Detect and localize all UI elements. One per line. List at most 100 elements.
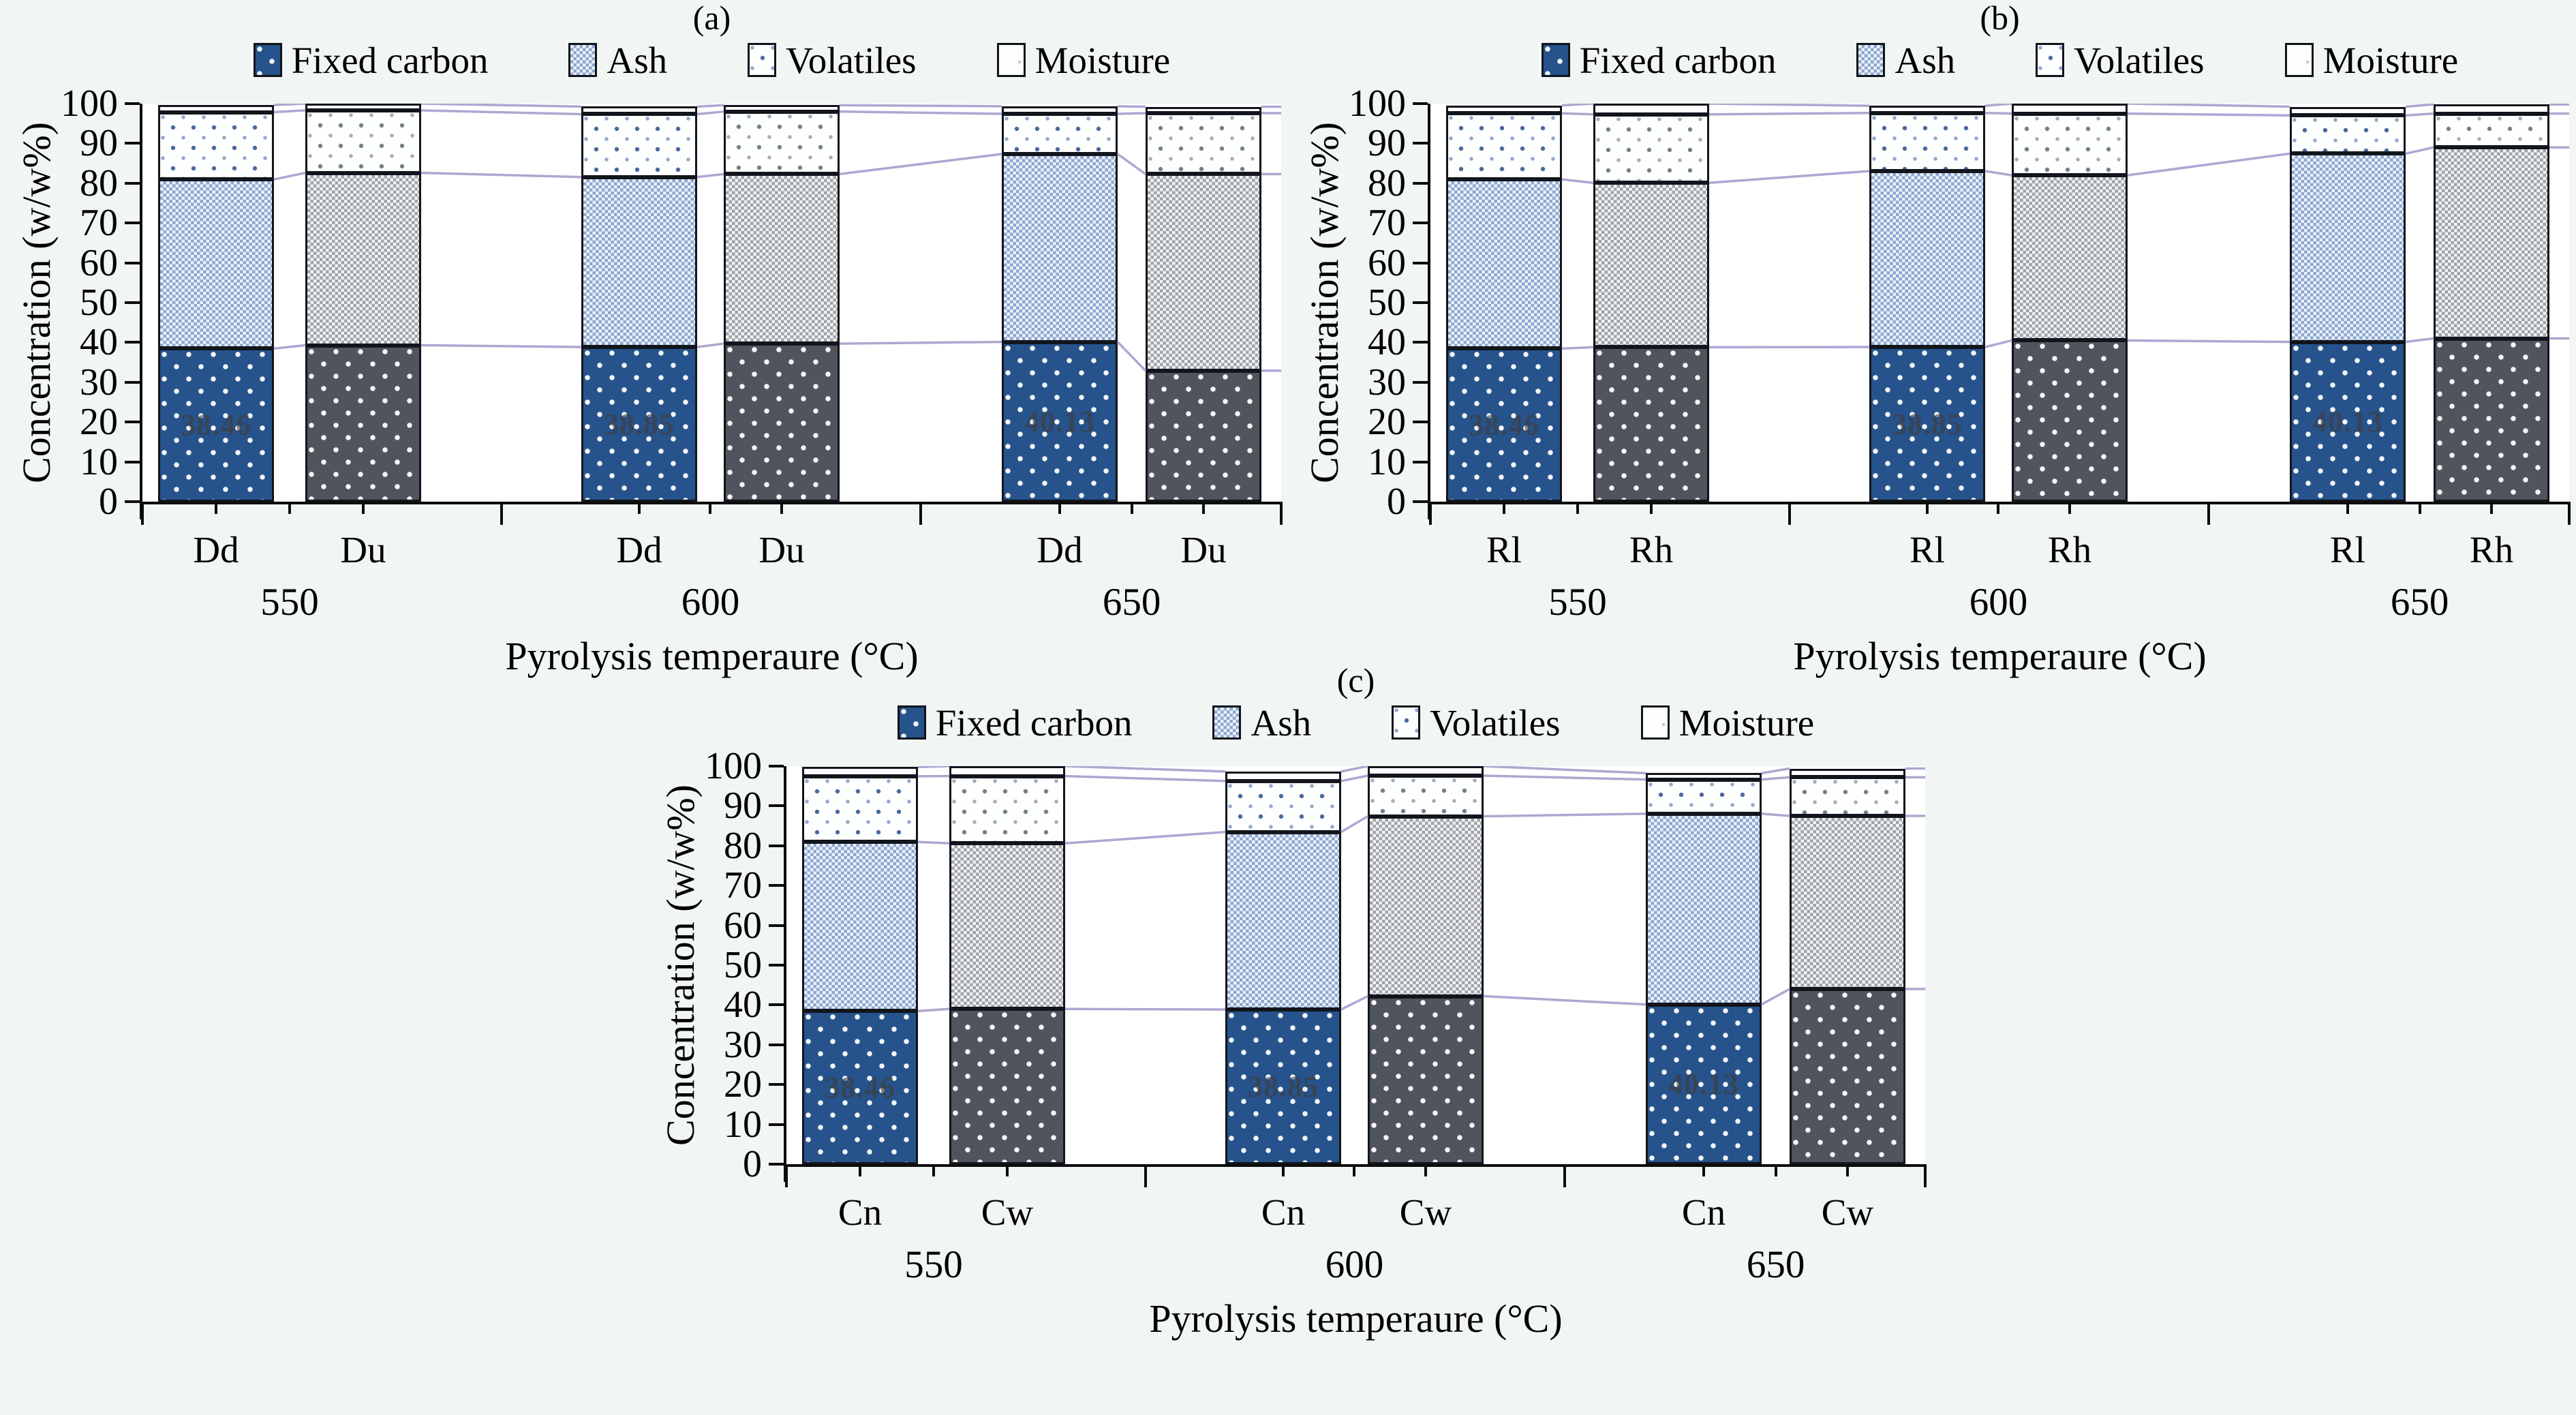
x-axis-tick (1282, 1164, 1285, 1176)
y-axis-tick (1413, 102, 1428, 105)
y-axis-tick (125, 500, 140, 503)
x-axis-tick (288, 502, 291, 514)
moisture-swatch-icon (997, 43, 1026, 77)
stacked-bar-Rl-650: 40.13 (2290, 104, 2406, 502)
stacked-bar-Cn-600: 38.85 (1225, 766, 1341, 1164)
stacked-bar-Rl-550: 38.46 (1446, 104, 1562, 502)
fixed-carbon-value-label: 38.85 (1227, 1072, 1339, 1102)
moisture-segment (1225, 772, 1341, 781)
y-axis (784, 766, 786, 1182)
fixed-carbon-segment: 38.85 (581, 347, 697, 502)
x-axis-tick (780, 502, 783, 514)
fixed-carbon-value-label: 38.46 (160, 410, 272, 440)
volatiles-segment (1646, 780, 1762, 814)
y-axis-tick (1413, 381, 1428, 384)
ash-segment (1646, 814, 1762, 1005)
fixed-carbon-segment: 40.13 (1002, 342, 1118, 502)
x-axis-tick (1058, 502, 1061, 514)
x-axis-tick (1846, 1164, 1849, 1176)
legend-item: Volatiles (2036, 39, 2204, 82)
x-category-label: Du (302, 530, 425, 570)
x-axis-tick (1202, 502, 1205, 514)
fixed-carbon-segment (724, 344, 840, 502)
moisture-segment (1869, 106, 1985, 113)
y-axis-tick (1413, 142, 1428, 144)
ash-segment (1146, 174, 1261, 370)
y-axis-tick (125, 182, 140, 185)
ash-segment (2012, 175, 2128, 340)
x-axis-tick (638, 502, 641, 514)
volatiles-segment (1002, 114, 1118, 154)
fixed-carbon-swatch-icon (1542, 43, 1570, 77)
y-axis-tick (769, 1083, 784, 1086)
legend-item: Moisture (1641, 701, 1815, 744)
moisture-segment (305, 104, 421, 110)
fixed-carbon-segment (949, 1009, 1065, 1164)
fixed-carbon-segment: 40.13 (2290, 342, 2406, 502)
stacked-bar-Dd-650: 40.13 (1002, 104, 1118, 502)
moisture-segment (1446, 106, 1562, 114)
x-group-label: 550 (852, 1245, 1015, 1285)
figure-proximate-analysis: { "colors": { "background": "#F1F5F3", "… (0, 0, 2576, 1322)
moisture-segment (1790, 769, 1905, 778)
y-axis-tick (1413, 182, 1428, 185)
panel-label: (a) (142, 0, 1281, 35)
x-category-label: Rl (1866, 530, 1989, 570)
volatiles-segment (305, 110, 421, 173)
ash-swatch-icon (1212, 705, 1241, 740)
ash-segment (2434, 147, 2549, 338)
x-group-label: 550 (208, 582, 371, 623)
moisture-segment (2434, 104, 2549, 113)
y-axis-tick (769, 924, 784, 927)
y-axis-tick (125, 222, 140, 224)
stacked-bar-Rh-550 (1593, 104, 1709, 502)
y-axis-tick (769, 804, 784, 807)
legend-item: Fixed carbon (898, 701, 1133, 744)
x-axis-tick (1353, 1164, 1355, 1176)
ash-segment (1593, 183, 1709, 347)
x-category-label: Cn (799, 1193, 921, 1232)
x-group-label: 650 (1050, 582, 1214, 623)
x-group-label: 550 (1496, 582, 1659, 623)
x-category-label: Cw (1364, 1193, 1487, 1232)
y-axis-tick (1413, 421, 1428, 423)
x-axis-tick (1775, 1164, 1777, 1176)
y-axis-tick (1413, 461, 1428, 463)
fixed-carbon-value-label: 38.46 (804, 1073, 916, 1103)
legend-item: Ash (1212, 701, 1311, 744)
legend-label: Fixed carbon (936, 701, 1133, 744)
x-group-label: 650 (2338, 582, 2502, 623)
x-category-label: Dd (155, 530, 277, 570)
legend-label: Ash (1251, 701, 1311, 744)
volatiles-swatch-icon (2036, 43, 2064, 77)
x-axis-tick (215, 502, 217, 514)
stacked-bar-Du-550 (305, 104, 421, 502)
fixed-carbon-segment: 38.85 (1869, 347, 1985, 502)
stacked-bar-Cn-550: 38.46 (802, 766, 918, 1164)
y-axis (140, 104, 142, 519)
x-category-label: Cn (1642, 1193, 1765, 1232)
x-axis-group-tick (1788, 502, 1791, 525)
y-axis-tick (769, 964, 784, 967)
y-axis-tick (1413, 500, 1428, 503)
legend-item: Fixed carbon (254, 39, 489, 82)
volatiles-segment (158, 112, 274, 180)
stacked-bar-Cw-650 (1790, 766, 1905, 1164)
y-axis-title: Concentration (w/w%) (1304, 0, 1346, 752)
x-axis-tick (1926, 502, 1929, 514)
legend-label: Volatiles (786, 39, 916, 82)
x-category-label: Rl (1443, 530, 1565, 570)
x-category-label: Cn (1222, 1193, 1345, 1232)
legend-item: Volatiles (1392, 701, 1560, 744)
fixed-carbon-value-label: 38.85 (583, 410, 695, 440)
legend-label: Moisture (1679, 701, 1815, 744)
x-axis-tick (1006, 1164, 1009, 1176)
moisture-segment (581, 106, 697, 114)
y-axis-title: Concentration (w/w%) (16, 0, 58, 752)
stacked-bar-Rl-600: 38.85 (1869, 104, 1985, 502)
x-axis-tick (2490, 502, 2493, 514)
x-axis-group-tick (1429, 502, 1432, 525)
volatiles-segment (1368, 776, 1484, 817)
moisture-segment (1593, 104, 1709, 115)
